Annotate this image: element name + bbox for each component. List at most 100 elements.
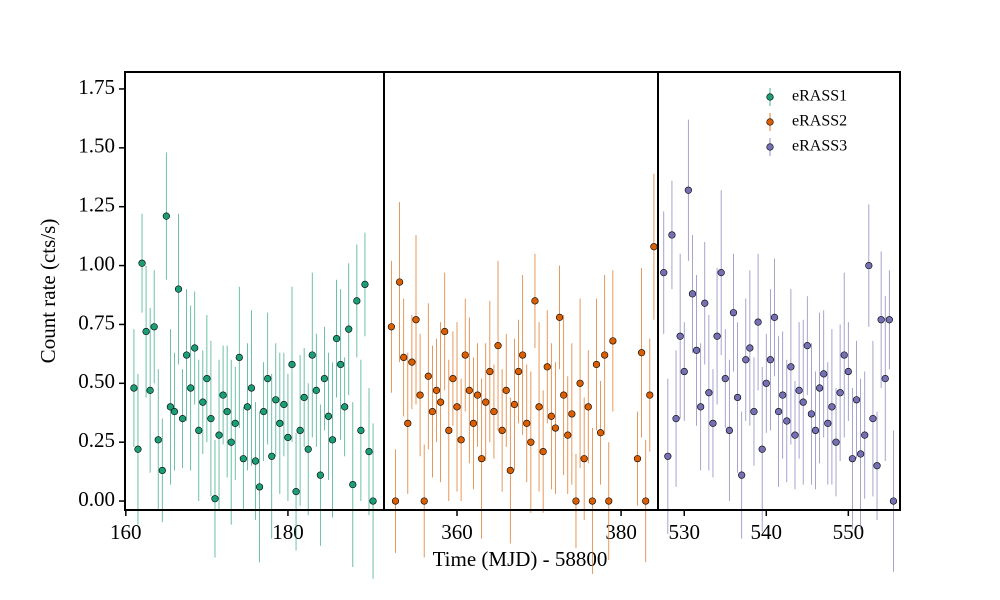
data-point [725, 426, 733, 435]
data-point [779, 391, 787, 399]
data-point [437, 398, 445, 406]
data-point [478, 455, 486, 463]
data-point [280, 400, 288, 409]
data-point [828, 403, 836, 411]
data-point [428, 407, 437, 416]
data-point [766, 356, 774, 364]
data-point [572, 497, 580, 505]
data-point [709, 419, 717, 427]
data-point [601, 351, 609, 359]
data-point [660, 269, 668, 277]
data-point [404, 419, 412, 427]
data-point [174, 285, 183, 293]
data-point [555, 313, 564, 321]
data-point [296, 426, 304, 435]
data-point [832, 438, 840, 446]
data-point [178, 415, 187, 423]
data-point [869, 415, 877, 423]
data-point [316, 471, 324, 479]
data-point [183, 351, 191, 359]
data-point [300, 393, 308, 402]
data-point [799, 398, 807, 406]
data-point [486, 367, 494, 376]
y-tick-label: 0.25 [78, 428, 115, 452]
data-point [836, 389, 844, 397]
data-point [284, 433, 292, 442]
legend-label: eRASS2 [792, 113, 847, 130]
data-point [408, 358, 416, 366]
data-point [154, 436, 162, 444]
data-point [150, 323, 158, 331]
data-point [787, 363, 795, 371]
data-point [637, 349, 646, 357]
data-point [564, 431, 572, 439]
x-tick-label: 550 [833, 520, 865, 544]
panel-frame [383, 71, 659, 511]
data-point [729, 309, 738, 317]
data-point [840, 351, 848, 359]
y-tick-label: 1.75 [78, 75, 115, 99]
data-point [268, 452, 276, 460]
data-point [215, 431, 223, 439]
data-point [807, 410, 816, 418]
data-point [138, 259, 146, 267]
data-point [361, 280, 369, 289]
data-point [633, 455, 642, 463]
data-point [162, 212, 170, 220]
data-point [824, 419, 832, 427]
data-point [770, 313, 779, 321]
data-point [684, 186, 692, 194]
data-point [642, 497, 650, 505]
legend-marker [766, 118, 774, 126]
data-point [717, 269, 725, 277]
data-point [758, 445, 766, 453]
data-point [251, 457, 260, 465]
data-point [848, 455, 857, 463]
data-point [304, 445, 312, 453]
data-point [705, 389, 713, 397]
data-point [142, 327, 150, 336]
data-point [803, 342, 811, 350]
data-point [231, 419, 239, 427]
data-point [502, 386, 510, 394]
data-point [288, 360, 296, 369]
data-point [134, 445, 142, 453]
data-point [680, 367, 688, 376]
data-point [865, 261, 873, 270]
x-axis-label: Time (MJD) - 58800 [433, 547, 608, 571]
data-point [560, 391, 568, 399]
x-tick-label: 540 [751, 520, 783, 544]
data-point [243, 403, 252, 411]
data-point [276, 419, 284, 427]
data-point [308, 351, 316, 359]
data-point [432, 386, 441, 394]
data-point [754, 318, 762, 326]
data-point [264, 375, 272, 383]
data-point [324, 412, 333, 420]
data-point [664, 452, 672, 460]
data-point [535, 403, 543, 411]
data-point [490, 407, 498, 416]
data-point [592, 360, 601, 369]
data-point [820, 370, 828, 378]
data-point [424, 372, 432, 380]
data-point [580, 455, 588, 463]
data-point [852, 396, 861, 404]
x-tick-label: 180 [272, 520, 304, 544]
data-point [445, 426, 453, 435]
data-point [453, 403, 461, 411]
data-point [170, 407, 179, 416]
data-point [873, 462, 881, 470]
legend-marker [766, 143, 774, 151]
data-point [646, 391, 654, 399]
data-point [416, 391, 424, 399]
data-point [877, 316, 885, 324]
data-point [519, 351, 527, 359]
data-point [272, 396, 280, 404]
data-point [211, 495, 219, 503]
data-point [672, 415, 680, 423]
data-point [588, 497, 596, 505]
data-point [701, 299, 709, 307]
data-point [861, 431, 869, 439]
